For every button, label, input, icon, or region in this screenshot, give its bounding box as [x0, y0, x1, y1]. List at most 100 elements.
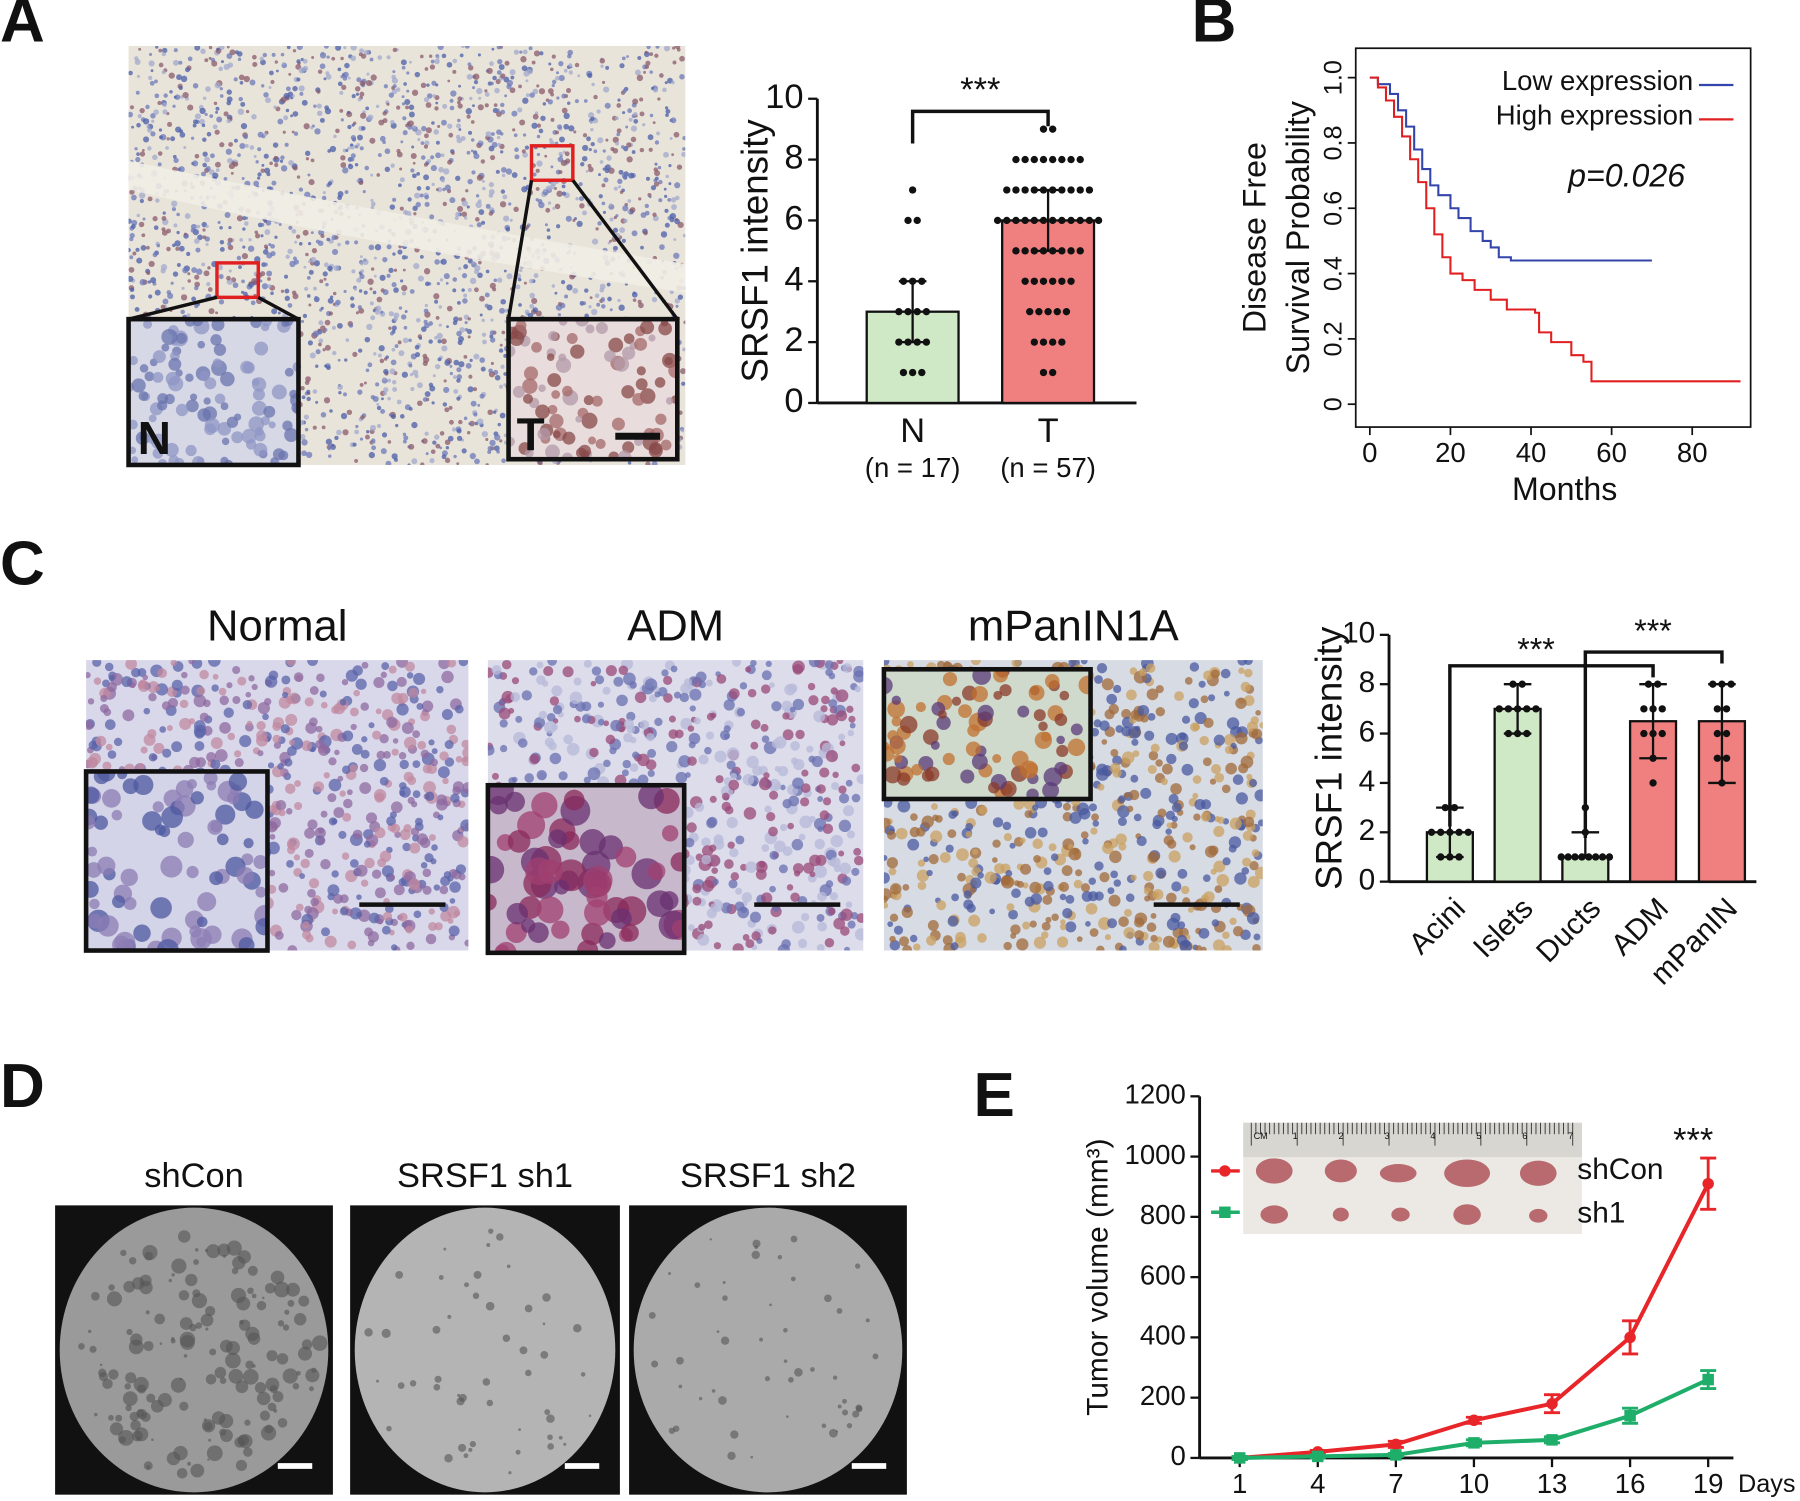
cell	[1213, 826, 1224, 837]
cell	[806, 746, 813, 753]
cell	[567, 50, 573, 56]
cell	[138, 48, 141, 51]
cell	[366, 73, 369, 76]
cell	[1059, 882, 1069, 892]
cell	[1156, 685, 1164, 693]
cell	[450, 106, 455, 111]
cell	[302, 921, 309, 928]
cell	[376, 403, 379, 406]
cell	[1109, 895, 1121, 907]
cell	[813, 710, 825, 722]
cell	[309, 270, 314, 275]
cell	[292, 229, 297, 234]
cell	[1001, 876, 1014, 889]
cell	[340, 699, 347, 706]
cell	[456, 135, 460, 139]
cell	[847, 830, 855, 838]
cell	[272, 385, 287, 400]
cell	[153, 350, 166, 363]
cell	[436, 316, 440, 320]
cell	[388, 874, 395, 881]
cell	[577, 221, 583, 227]
cell	[643, 71, 646, 74]
cell	[205, 113, 208, 116]
cell	[352, 352, 357, 357]
cell	[477, 418, 483, 424]
cell	[125, 658, 137, 670]
cell	[374, 257, 377, 260]
cell	[566, 216, 572, 222]
cell	[392, 387, 397, 392]
cell	[564, 113, 570, 119]
cell	[417, 741, 426, 750]
cell	[373, 352, 376, 355]
cell	[204, 58, 208, 62]
cell	[462, 448, 467, 453]
cell	[288, 92, 293, 97]
cell	[358, 98, 362, 102]
cell	[532, 61, 536, 65]
cell	[607, 297, 612, 302]
cell	[105, 719, 116, 730]
cell	[408, 120, 414, 126]
cell	[1029, 882, 1041, 894]
cell	[130, 287, 135, 292]
cell	[408, 688, 418, 698]
cell	[304, 287, 308, 291]
cell	[632, 292, 638, 298]
cell	[504, 270, 507, 273]
cell	[188, 279, 191, 282]
cell	[316, 726, 323, 733]
cell	[345, 240, 349, 244]
cell	[409, 407, 413, 411]
cell	[724, 733, 730, 739]
cell	[524, 773, 534, 783]
cell	[89, 753, 101, 765]
cell	[1147, 922, 1157, 932]
cell	[977, 872, 984, 879]
cell	[491, 319, 494, 322]
image-title: ADM	[627, 603, 724, 651]
cell	[497, 136, 500, 139]
cell	[273, 448, 285, 460]
cell	[508, 202, 511, 205]
cell	[808, 756, 815, 763]
cell	[249, 281, 252, 284]
cell	[469, 359, 472, 362]
cell	[445, 185, 451, 191]
cell	[226, 101, 231, 106]
cell	[1144, 731, 1154, 741]
cell	[341, 118, 344, 121]
cell	[467, 151, 471, 155]
cell	[330, 146, 336, 152]
cell	[992, 857, 998, 863]
cell	[584, 99, 588, 103]
cell	[424, 163, 428, 167]
cell	[338, 831, 346, 839]
cell	[422, 701, 433, 712]
cell	[356, 894, 362, 900]
cell	[359, 289, 362, 292]
cell	[159, 128, 162, 131]
cell	[555, 204, 561, 210]
cell	[347, 125, 351, 129]
cell	[918, 881, 927, 890]
cell	[376, 173, 380, 177]
cell	[383, 912, 392, 921]
cell	[225, 212, 231, 218]
cell	[619, 666, 629, 676]
cell	[239, 143, 245, 149]
cell	[197, 341, 205, 349]
cell	[215, 111, 218, 114]
cell	[505, 61, 510, 66]
cell	[601, 297, 605, 301]
cell	[543, 189, 546, 192]
cell	[274, 163, 278, 167]
cell	[490, 330, 495, 335]
cell	[143, 136, 149, 142]
cell	[1214, 735, 1225, 746]
cell	[325, 936, 337, 948]
cell	[680, 693, 689, 702]
cell	[852, 794, 861, 803]
cell	[84, 720, 94, 730]
